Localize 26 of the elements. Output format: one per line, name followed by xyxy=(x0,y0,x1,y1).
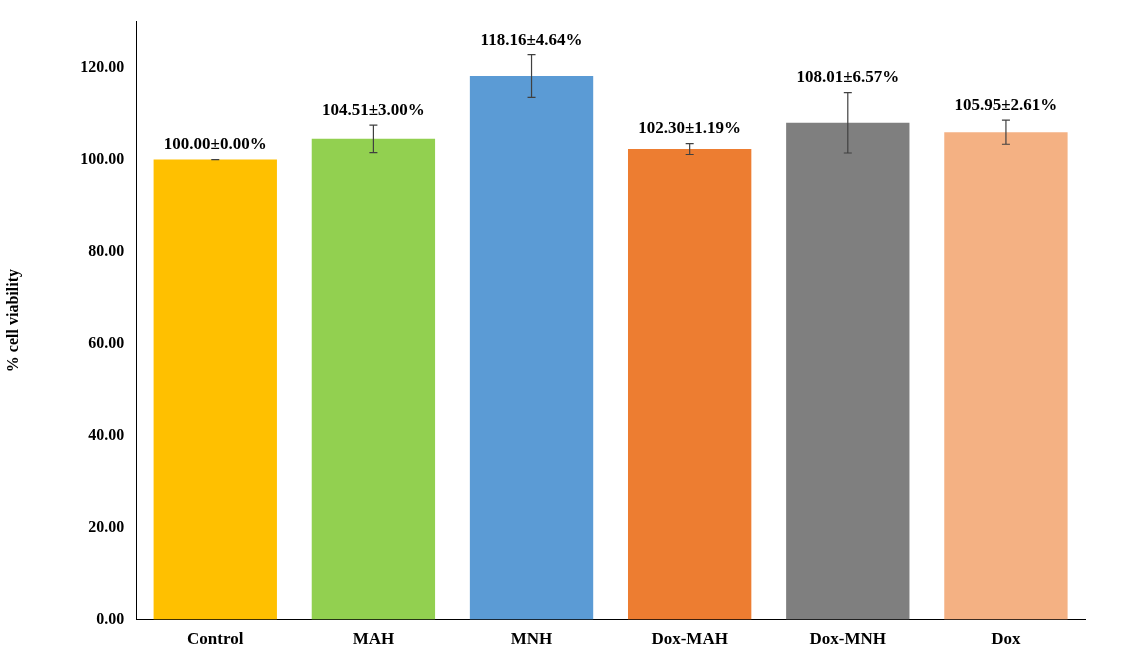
x-tick-label: MAH xyxy=(352,629,395,649)
bar xyxy=(469,76,594,620)
bar xyxy=(311,138,436,620)
bar xyxy=(153,159,277,620)
y-tick-label: 80.00 xyxy=(88,241,125,259)
data-label: 118.16±4.64% xyxy=(480,29,583,49)
data-label: 104.51±3.00% xyxy=(321,99,425,119)
x-tick-label: MNH xyxy=(510,629,553,649)
y-tick-label: 100.00 xyxy=(80,149,125,167)
x-tick-label: Dox xyxy=(991,629,1022,649)
x-tick-label: Dox-MNH xyxy=(809,629,887,649)
x-tick-label: Dox-MAH xyxy=(651,629,728,649)
data-label: 100.00±0.00% xyxy=(163,134,267,154)
y-tick-label: 0.00 xyxy=(96,609,125,627)
data-label: 102.30±1.19% xyxy=(638,118,742,138)
bar xyxy=(944,132,1068,620)
y-tick-label: 120.00 xyxy=(80,57,125,75)
bar xyxy=(786,122,910,620)
x-tick-label: Control xyxy=(187,629,244,649)
y-axis-title: % cell viability xyxy=(3,269,22,373)
y-tick-label: 60.00 xyxy=(88,333,125,351)
y-tick-label: 20.00 xyxy=(88,517,125,535)
bar xyxy=(628,149,752,620)
data-label: 108.01±6.57% xyxy=(796,67,900,87)
y-tick-label: 40.00 xyxy=(88,425,125,443)
data-label: 105.95±2.61% xyxy=(954,95,1058,115)
